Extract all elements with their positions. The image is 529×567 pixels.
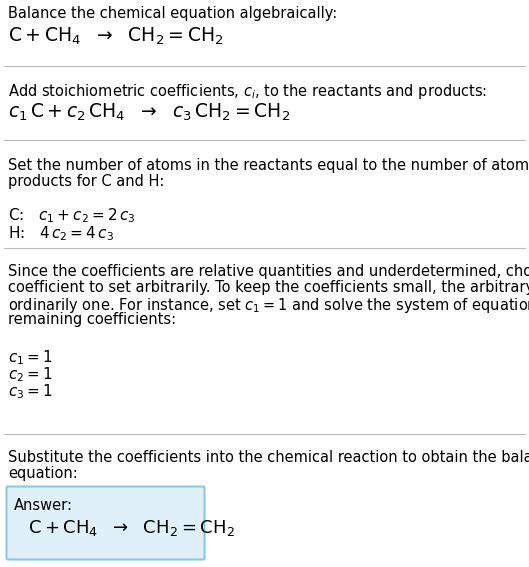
Text: Balance the chemical equation algebraically:: Balance the chemical equation algebraica… bbox=[8, 6, 338, 21]
Text: C:   $c_1 + c_2 = 2\,c_3$: C: $c_1 + c_2 = 2\,c_3$ bbox=[8, 206, 135, 225]
Text: $c_1 = 1$: $c_1 = 1$ bbox=[8, 348, 52, 367]
Text: $c_2 = 1$: $c_2 = 1$ bbox=[8, 365, 52, 384]
Text: Set the number of atoms in the reactants equal to the number of atoms in the: Set the number of atoms in the reactants… bbox=[8, 158, 529, 173]
Text: $c_3 = 1$: $c_3 = 1$ bbox=[8, 382, 52, 401]
Text: $\mathsf{C + CH_4\ \ \rightarrow\ \ CH_2{=}CH_2}$: $\mathsf{C + CH_4\ \ \rightarrow\ \ CH_2… bbox=[8, 26, 224, 47]
Text: coefficient to set arbitrarily. To keep the coefficients small, the arbitrary va: coefficient to set arbitrarily. To keep … bbox=[8, 280, 529, 295]
Text: ordinarily one. For instance, set $c_1 = 1$ and solve the system of equations fo: ordinarily one. For instance, set $c_1 =… bbox=[8, 296, 529, 315]
Text: Answer:: Answer: bbox=[14, 498, 73, 513]
Text: Substitute the coefficients into the chemical reaction to obtain the balanced: Substitute the coefficients into the che… bbox=[8, 450, 529, 465]
Text: H:   $4\,c_2 = 4\,c_3$: H: $4\,c_2 = 4\,c_3$ bbox=[8, 224, 114, 243]
Text: products for C and H:: products for C and H: bbox=[8, 174, 165, 189]
Text: Since the coefficients are relative quantities and underdetermined, choose a: Since the coefficients are relative quan… bbox=[8, 264, 529, 279]
Text: $\mathsf{C + CH_4\ \ \rightarrow\ \ CH_2{=}CH_2}$: $\mathsf{C + CH_4\ \ \rightarrow\ \ CH_2… bbox=[28, 518, 235, 538]
FancyBboxPatch shape bbox=[6, 486, 205, 560]
Text: equation:: equation: bbox=[8, 466, 78, 481]
Text: $c_1\,\mathsf{C} + c_2\,\mathsf{CH_4}\ \ \rightarrow\ \ c_3\,\mathsf{CH_2{=}CH_2: $c_1\,\mathsf{C} + c_2\,\mathsf{CH_4}\ \… bbox=[8, 102, 290, 123]
Text: remaining coefficients:: remaining coefficients: bbox=[8, 312, 176, 327]
Text: Add stoichiometric coefficients, $c_i$, to the reactants and products:: Add stoichiometric coefficients, $c_i$, … bbox=[8, 82, 487, 101]
